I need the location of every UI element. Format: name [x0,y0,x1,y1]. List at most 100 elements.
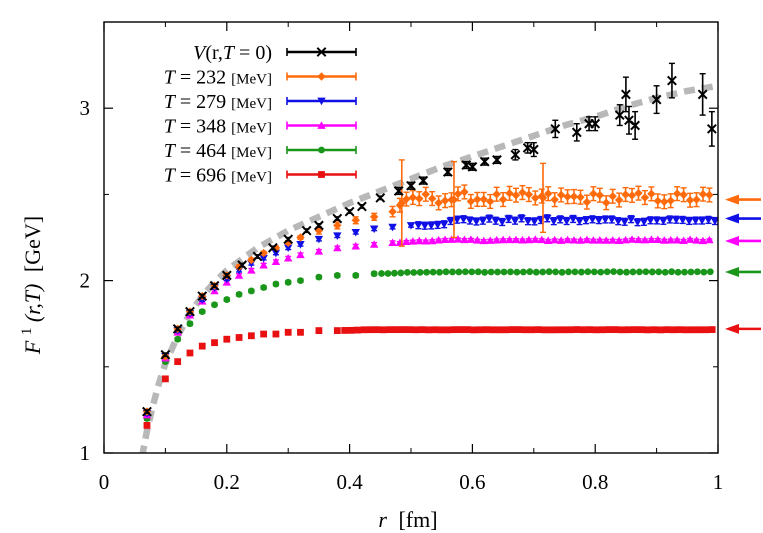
y-axis-label: F 1 (r,T) [GeV] [11,216,45,355]
series-5-point-36 [476,326,484,334]
series-3-point-10 [271,257,281,265]
series-5-point-28 [425,326,432,334]
series-1-point-59 [660,197,669,206]
series-1 [142,159,714,416]
series-5-point-70 [695,326,703,334]
series-4-point-42 [539,268,547,276]
series-0-point-8 [252,251,263,262]
series-4-point-21 [403,268,411,276]
series-4-point-12 [297,277,304,284]
series-3-point-52 [614,236,624,244]
series-3-point-7 [234,271,244,279]
series-1-point-61 [672,189,682,198]
series-5-point-23 [392,326,400,334]
series-0-point-7 [237,260,248,270]
series-5-point-68 [682,326,690,334]
series-3-point-17 [388,238,397,247]
series-3-point-19 [402,237,411,246]
series-2-point-30 [485,215,494,223]
series-0-point-36 [651,94,662,105]
series-2-point-59 [672,216,681,224]
series-0-point-32 [614,110,625,121]
series-4-point-55 [623,268,630,276]
series-5-point-16 [347,326,355,334]
series-5-point-30 [437,326,445,334]
legend-label-4-t: T [164,140,177,162]
series-5-point-62 [644,326,652,334]
series-5-point-31 [444,326,452,334]
series-1-point-28 [460,187,469,197]
series-0-point-5-stroke-b [209,280,220,291]
series-2-point-37 [530,218,539,226]
series-0-point-28 [550,123,561,134]
series-1-point-14 [333,221,342,230]
series-3-point-42 [550,235,559,244]
series-0-point-33-stroke-b [620,89,631,100]
series-0-point-31-stroke-b [590,118,601,129]
series-1-point-12 [296,233,305,242]
series-3-point-66 [705,235,714,244]
fit-curve [139,82,718,453]
arrow-head-4 [725,266,739,277]
series-1-point-29 [466,197,476,206]
series-3-point-27 [453,235,463,243]
arrow-2 [725,213,761,224]
series-5-point-47 [547,326,555,334]
series-2-point-32 [497,218,507,227]
series-0-point-1-stroke-b [160,349,171,360]
series-4-point-36 [500,268,508,276]
series-1-point-60 [666,196,675,205]
series-5-point-46 [541,326,548,334]
series-4-point-57 [636,268,643,276]
series-4-point-19 [391,269,398,277]
series-5-point-38 [489,326,497,334]
series-0-point-27 [528,144,539,155]
series-3-point-34 [498,235,508,244]
series-5-point-24 [399,326,407,333]
series-1-point-51 [608,192,617,201]
series-5-point-48 [554,326,561,334]
series-0-point-9 [267,242,278,253]
series-4-point-45 [558,268,566,276]
series-4-point-67 [700,268,708,276]
series-2-point-40 [549,217,558,226]
series-4-point-32 [474,268,482,276]
legend-label-0-var: V [193,42,208,64]
series-2-point-20 [420,222,430,230]
series-4-point-30 [461,268,469,276]
series-5-point-19 [367,326,374,334]
series-1-point-35 [505,189,514,198]
series-4-point-38 [513,268,521,276]
x-tick-label-2: 0.4 [336,470,363,494]
series-5-point-39 [496,326,503,334]
series-0-point-38 [697,89,708,100]
series-2-point-47 [594,216,604,225]
series-0-point-10-stroke-b [283,234,294,245]
series-0-point-2-stroke-b [172,323,183,334]
series-3-point-29 [466,235,476,243]
series-5 [143,326,716,429]
arrow-3 [725,235,761,246]
series-1-point-31 [479,195,488,204]
series-1-point-16 [369,212,379,222]
series-3-point-53 [621,235,630,244]
series-2-point-27 [465,217,475,225]
series-0-point-10 [283,234,294,245]
series-5-point-59 [624,326,632,334]
series-3-point-43 [556,236,566,244]
series-5-point-20 [373,326,381,334]
legend: V(r,T = 0)T = 232 [MeV]T = 279 [MeV]T = … [164,42,357,187]
legend-label-4: T = 464 [MeV] [164,140,272,162]
legend-marker-5 [318,171,325,178]
series-4-point-61 [661,268,669,276]
x-tick-label-1: 0.2 [214,470,240,494]
series-0-point-0-stroke-b [142,406,152,417]
series-5-point-45 [534,326,542,334]
series-2-point-61 [684,217,694,226]
series-1-point-48 [589,189,598,198]
asymptote-arrows [725,194,761,334]
series-0-point-15 [356,201,367,212]
series-1-point-52 [614,195,624,205]
legend-marker-4 [318,146,325,154]
series-1-point-30 [473,195,482,204]
